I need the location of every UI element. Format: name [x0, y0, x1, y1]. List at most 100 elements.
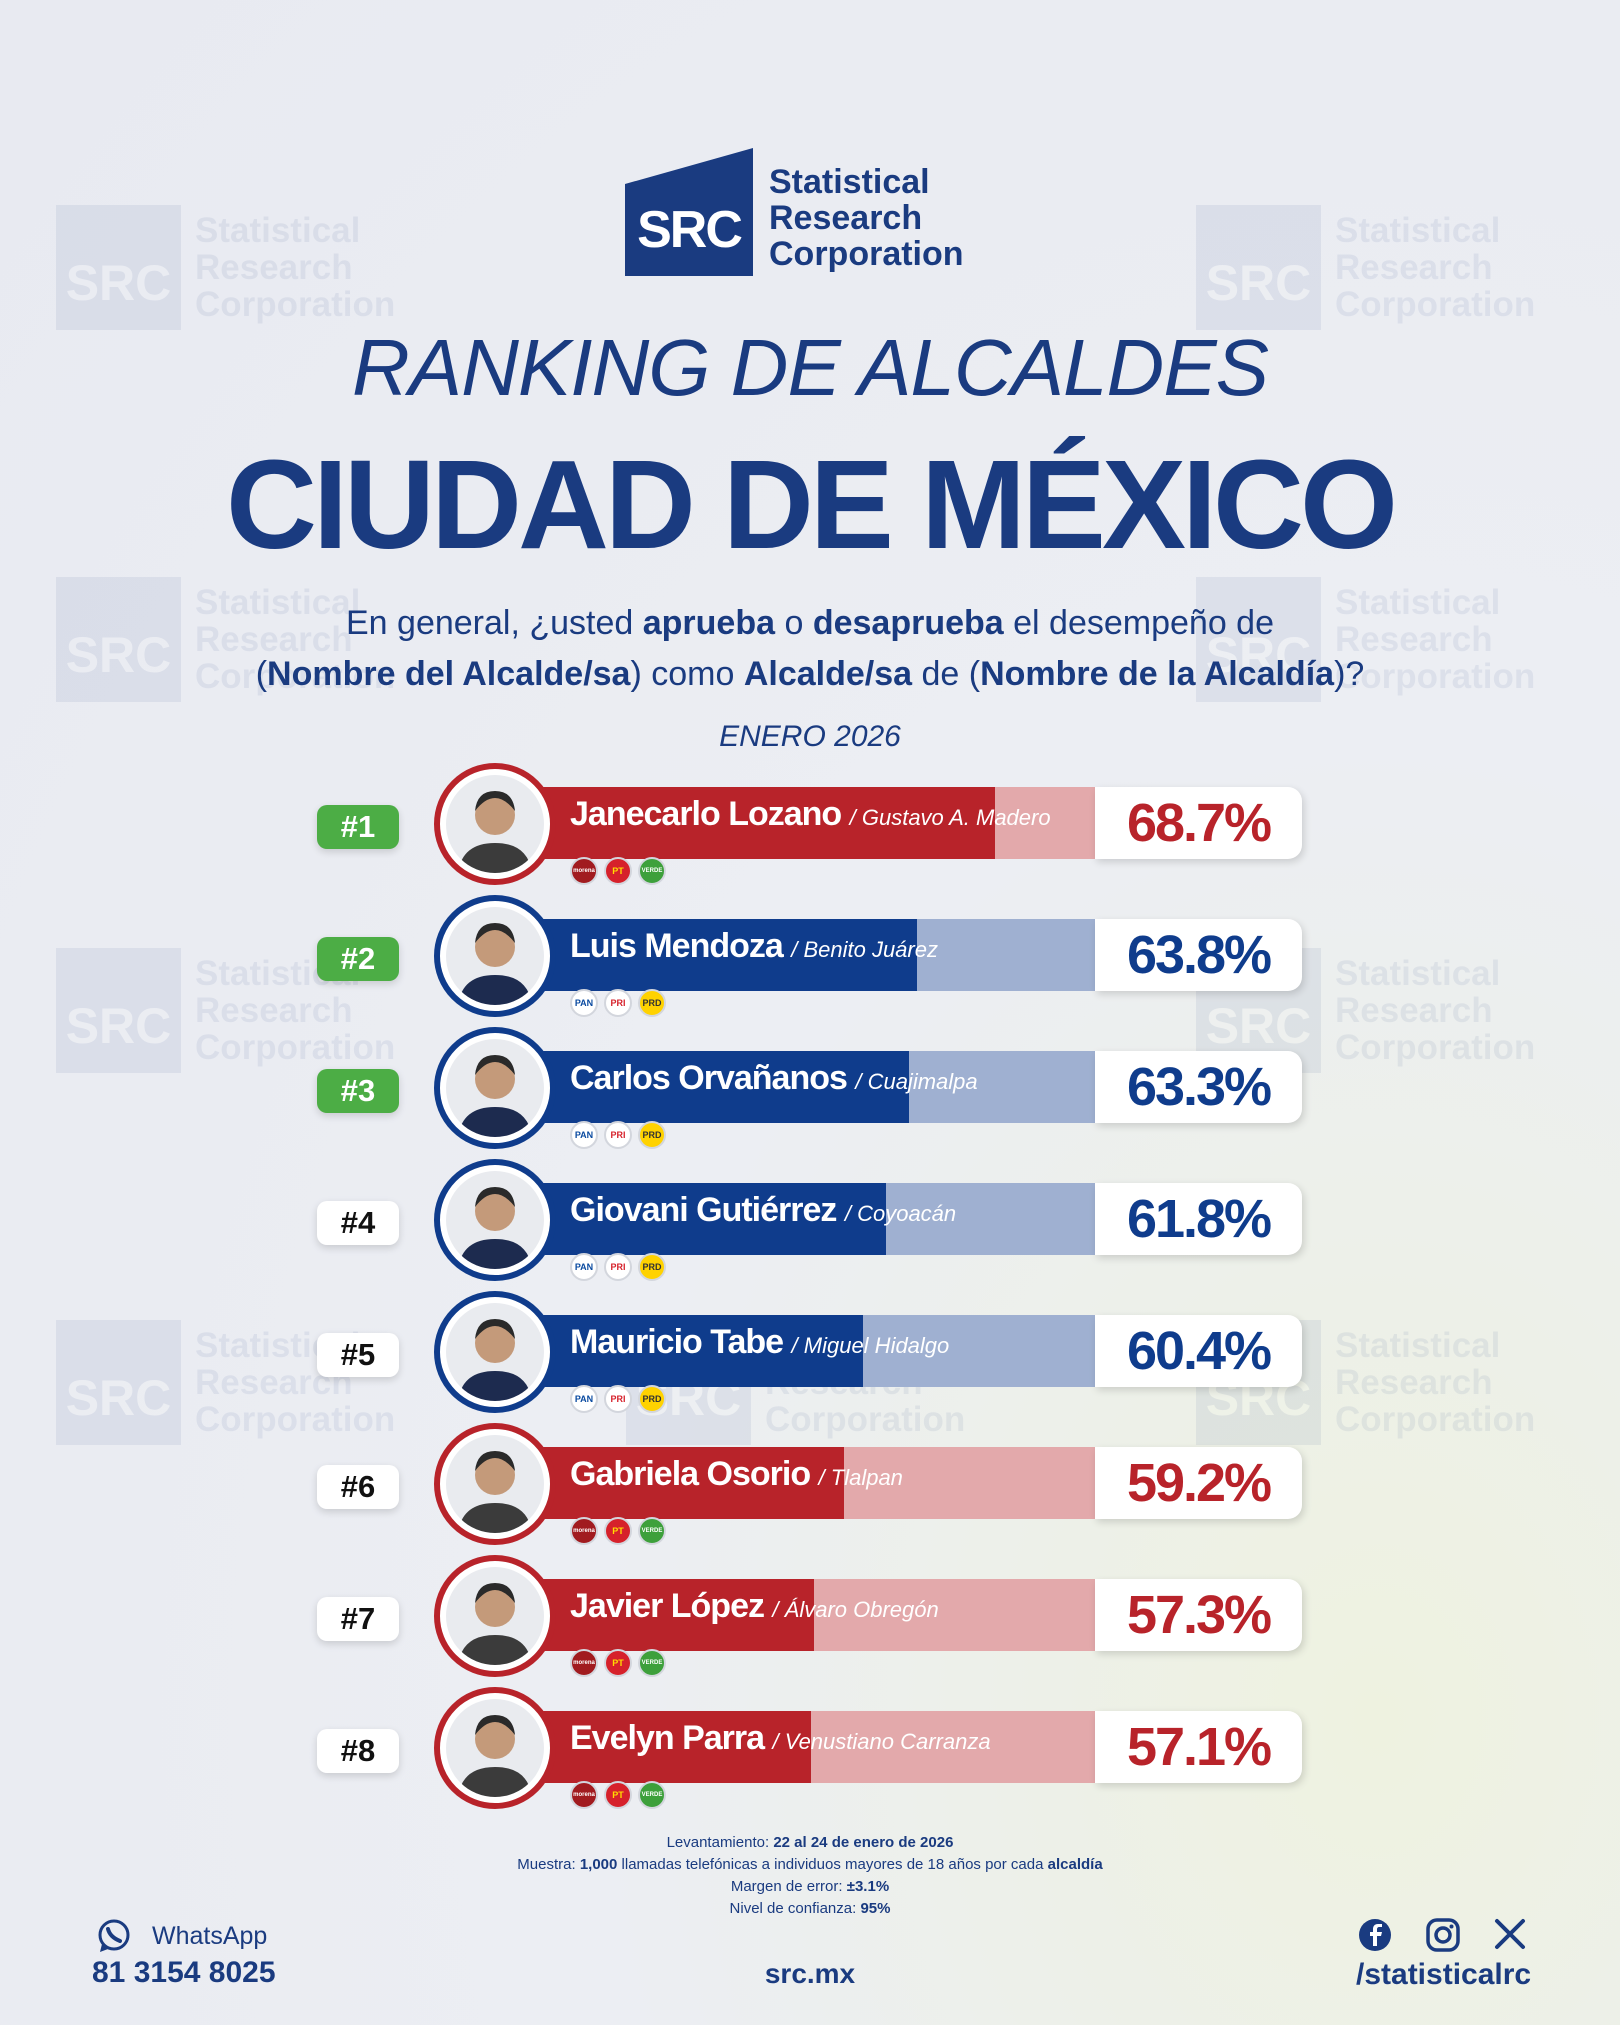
mayor-name: Mauricio Tabe: [570, 1323, 792, 1361]
value-label: 57.3%: [1095, 1579, 1302, 1651]
portrait-icon: [446, 907, 544, 1005]
mayor-photo: [434, 1027, 556, 1149]
src-logo-mark: SRC: [625, 148, 753, 276]
party-logos: PAN PRI PRD: [570, 1253, 666, 1281]
alcaldia-name: / Venustiano Carranza: [772, 1729, 991, 1754]
ranking-row: #1 68.7% Janecarlo Lozano / Gustavo A. Mad…: [0, 763, 1620, 885]
brand-logo: SRC Statistical Research Corporation: [625, 148, 964, 276]
party-logos: PAN PRI PRD: [570, 1385, 666, 1413]
party-logos: morena PT VERDE: [570, 1517, 666, 1545]
social-handle[interactable]: /statisticalrc: [1356, 1958, 1532, 1991]
party-logo-pan: PAN: [570, 1253, 598, 1281]
mayor-name: Evelyn Parra: [570, 1719, 773, 1757]
bar-fill: [540, 1579, 815, 1651]
survey-question: En general, ¿usted aprueba o desaprueba …: [255, 604, 1365, 693]
survey-period: ENERO 2026: [719, 720, 901, 753]
party-logo-pri: PRI: [604, 1253, 632, 1281]
bar-remainder: [909, 1051, 1095, 1123]
alcaldia-name: / Coyoacán: [844, 1201, 957, 1226]
bar-fill: [540, 1051, 910, 1123]
bar-remainder: [863, 1315, 1095, 1387]
value-label: 63.3%: [1095, 1051, 1302, 1123]
party-logo-pri: PRI: [604, 989, 632, 1017]
brand-name: Statistical Research Corporation: [769, 163, 964, 273]
party-logos: PAN PRI PRD: [570, 989, 666, 1017]
alcaldia-name: / Tlalpan: [818, 1465, 903, 1490]
value-label: 63.8%: [1095, 919, 1302, 991]
ranking-row: #2 63.8% Luis Mendoza / Benito Juárez PAN PR…: [0, 895, 1620, 1017]
alcaldia-name: / Gustavo A. Madero: [849, 805, 1051, 830]
mayor-name-label: Carlos Orvañanos / Cuajimalpa: [570, 1059, 978, 1098]
mayor-name-label: Janecarlo Lozano / Gustavo A. Madero: [570, 795, 1051, 834]
bar-track: [540, 1579, 1095, 1651]
party-logo-verde: VERDE: [638, 1517, 666, 1545]
page-title: RANKING DE ALCALDES: [351, 323, 1269, 412]
x-icon[interactable]: [1494, 1918, 1526, 1950]
party-logo-morena: morena: [570, 857, 598, 885]
value-label: 68.7%: [1095, 787, 1302, 859]
rank-badge: #5: [317, 1333, 399, 1377]
bar-track: [540, 1711, 1095, 1783]
mayor-name-label: Javier López / Álvaro Obregón: [570, 1587, 939, 1626]
bar-remainder: [995, 787, 1095, 859]
ranking-row: #4 61.8% Giovani Gutiérrez / Coyoacán PAN PR…: [0, 1159, 1620, 1281]
party-logos: morena PT VERDE: [570, 1781, 666, 1809]
party-logo-pan: PAN: [570, 989, 598, 1017]
bar-fill: [540, 1183, 886, 1255]
bar-remainder: [811, 1711, 1095, 1783]
mayor-name-label: Mauricio Tabe / Miguel Hidalgo: [570, 1323, 949, 1362]
mayor-name: Giovani Gutiérrez: [570, 1191, 845, 1229]
mayor-name-label: Giovani Gutiérrez / Coyoacán: [570, 1191, 956, 1230]
rank-badge: #4: [317, 1201, 399, 1245]
social-icons: [1358, 1918, 1526, 1952]
whatsapp-contact[interactable]: WhatsApp: [96, 1918, 267, 1954]
mayor-name: Janecarlo Lozano: [570, 795, 850, 833]
mayor-name-label: Evelyn Parra / Venustiano Carranza: [570, 1719, 991, 1758]
party-logo-pri: PRI: [604, 1385, 632, 1413]
ranking-row: #5 60.4% Mauricio Tabe / Miguel Hidalgo PAN…: [0, 1291, 1620, 1413]
bar-fill: [540, 787, 996, 859]
whatsapp-label: WhatsApp: [152, 1921, 268, 1950]
party-logo-pt: PT: [604, 1649, 632, 1677]
bar-track: [540, 1183, 1095, 1255]
party-logos: PAN PRI PRD: [570, 1121, 666, 1149]
ranking-row: #8 57.1% Evelyn Parra / Venustiano Carranz…: [0, 1687, 1620, 1809]
bar-fill: [540, 1711, 812, 1783]
facebook-icon[interactable]: [1358, 1918, 1392, 1952]
bar-track: [540, 1447, 1095, 1519]
mayor-photo: [434, 1423, 556, 1545]
party-logo-prd: PRD: [638, 1385, 666, 1413]
bar-remainder: [844, 1447, 1095, 1519]
ranking-row: #3 63.3% Carlos Orvañanos / Cuajimalpa PAN P…: [0, 1027, 1620, 1149]
portrait-icon: [446, 1699, 544, 1797]
phone-number[interactable]: 81 3154 8025: [92, 1956, 276, 1989]
value-label: 59.2%: [1095, 1447, 1302, 1519]
rank-badge: #2: [317, 937, 399, 981]
party-logo-prd: PRD: [638, 1121, 666, 1149]
alcaldia-name: / Cuajimalpa: [855, 1069, 978, 1094]
portrait-icon: [446, 775, 544, 873]
alcaldia-name: / Álvaro Obregón: [772, 1597, 939, 1622]
mayor-name-label: Luis Mendoza / Benito Juárez: [570, 927, 938, 966]
website-link[interactable]: src.mx: [764, 1958, 856, 1989]
logo-mark-text: SRC: [637, 201, 743, 259]
party-logo-pt: PT: [604, 1781, 632, 1809]
bar-fill: [540, 1447, 845, 1519]
instagram-icon[interactable]: [1426, 1918, 1460, 1952]
portrait-icon: [446, 1039, 544, 1137]
party-logo-pan: PAN: [570, 1385, 598, 1413]
mayor-name: Gabriela Osorio: [570, 1455, 819, 1493]
party-logo-prd: PRD: [638, 1253, 666, 1281]
methodology-note: Levantamiento: 22 al 24 de enero de 2026…: [517, 1834, 1103, 1917]
portrait-icon: [446, 1435, 544, 1533]
party-logo-morena: morena: [570, 1517, 598, 1545]
mayor-name: Javier López: [570, 1587, 773, 1625]
party-logo-prd: PRD: [638, 989, 666, 1017]
party-logo-verde: VERDE: [638, 857, 666, 885]
mayor-photo: [434, 1555, 556, 1677]
bar-track: [540, 1315, 1095, 1387]
party-logo-morena: morena: [570, 1649, 598, 1677]
portrait-icon: [446, 1171, 544, 1269]
whatsapp-icon: [98, 1919, 130, 1952]
party-logo-verde: VERDE: [638, 1781, 666, 1809]
